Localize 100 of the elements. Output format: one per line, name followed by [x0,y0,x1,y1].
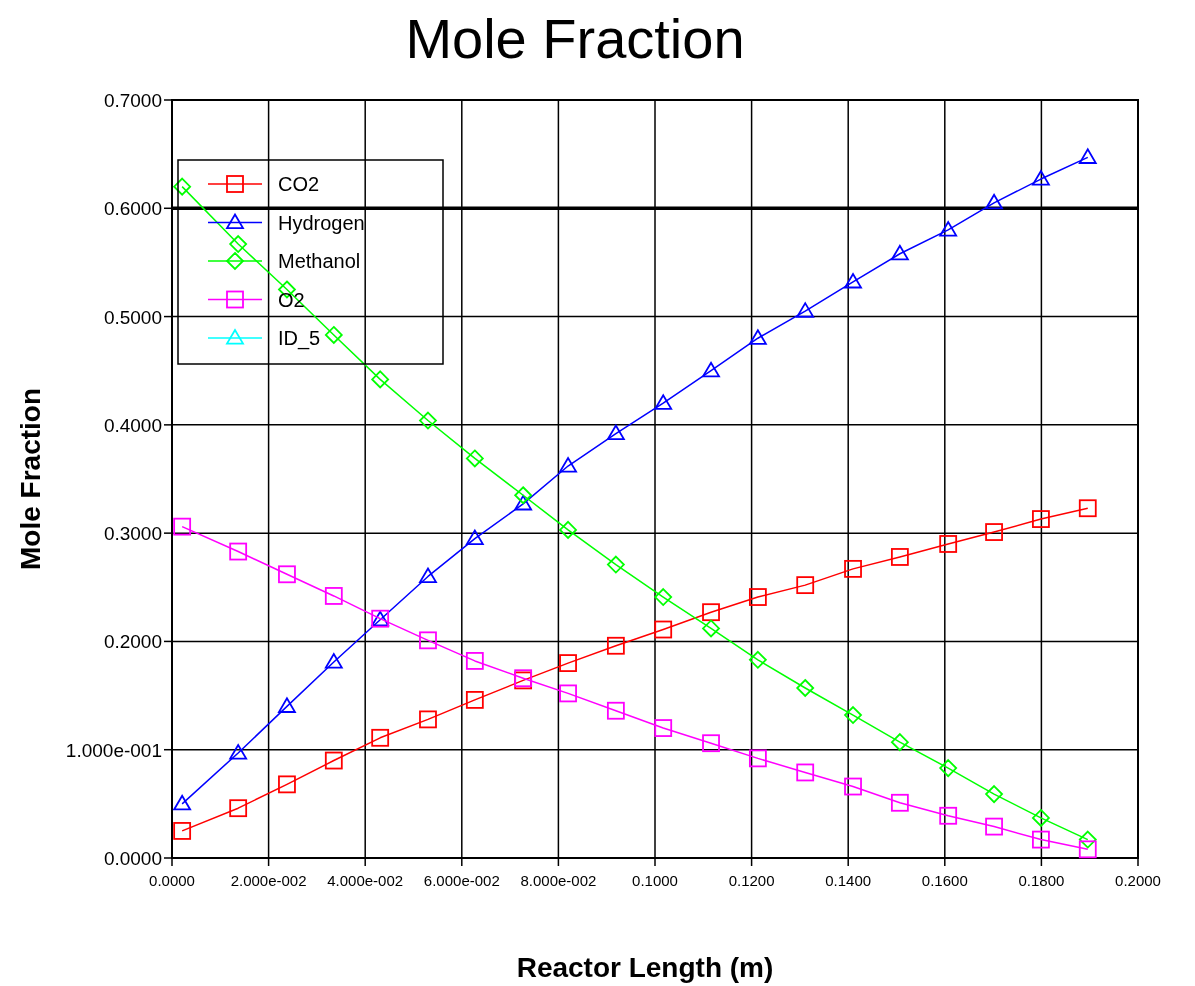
x-tick-label: 0.1800 [1018,872,1065,889]
point [796,302,815,318]
x-tick-label: 0.1200 [728,872,775,889]
point [939,759,958,778]
point [229,235,248,253]
point [844,706,862,724]
point [419,631,437,650]
legend-label: CO2 [278,173,320,195]
point [796,763,815,782]
point [1032,809,1050,827]
point [419,567,437,583]
point [702,361,720,378]
point [844,777,862,796]
point [985,817,1003,836]
point [606,701,625,720]
point [606,424,625,441]
legend-label: Methanol [278,250,361,272]
point [796,679,815,697]
y-tick-label: 0.7000 [103,90,162,111]
point [371,728,390,747]
legend-label: ID_5 [278,327,321,350]
point [890,244,909,261]
point [324,326,343,344]
point [229,542,248,561]
chart-title: Mole Fraction [405,7,745,70]
x-tick-label: 0.1400 [825,872,872,889]
point [702,619,720,638]
point [606,555,625,574]
point [324,587,343,605]
y-tick-label: 0.2000 [103,631,162,653]
point [419,411,437,430]
x-tick-label: 0.1000 [632,872,678,889]
point [654,394,673,410]
point [654,719,673,737]
point [559,457,577,473]
point [985,785,1003,804]
point [1078,499,1097,518]
point [748,650,767,669]
point [559,654,577,672]
y-axis-title: Mole Fraction [15,387,46,571]
x-tick-label: 4.000e-002 [327,872,404,889]
point [939,535,958,553]
point [559,684,577,703]
point [419,710,437,729]
point [278,565,296,584]
point [278,697,296,713]
y-tick-label: 0.3000 [103,523,162,545]
x-tick-label: 0.0000 [149,872,195,889]
point [514,495,533,511]
point [702,734,720,753]
point [1078,148,1097,164]
point [748,329,767,345]
point [173,794,192,811]
point [465,652,484,670]
point [1032,830,1050,849]
point [229,799,248,818]
legend-label: Hydrogen [278,211,365,234]
point [229,744,248,760]
x-tick-label: 0.2000 [1115,872,1161,889]
point [278,775,296,794]
x-tick-label: 2.000e-002 [230,872,307,889]
point [985,523,1003,541]
point [890,548,909,566]
y-tick-label: 0.4000 [103,414,162,436]
point [606,636,625,655]
point [702,603,720,622]
point [844,273,862,289]
point [654,588,673,606]
point [654,620,673,639]
point [1078,840,1097,859]
point [465,449,484,468]
point [939,221,958,237]
point [324,653,343,669]
point [1078,830,1097,849]
x-axis-title: Reactor Length (m) [516,952,774,983]
point [939,806,958,825]
point [890,733,909,752]
y-tick-label: 0.5000 [103,306,162,328]
y-tick-label: 0.6000 [103,198,162,220]
point [748,749,767,768]
point [844,559,862,578]
point [371,370,390,389]
point [1032,510,1050,528]
point [559,520,577,539]
x-tick-label: 8.000e-002 [520,872,597,889]
point [985,193,1003,210]
x-tick-label: 6.000e-002 [423,872,500,889]
x-tick-label: 0.1600 [921,872,968,889]
y-tick-label: 1.000e-001 [65,739,162,761]
point [173,177,192,196]
point [173,517,192,536]
point [324,751,343,770]
point [465,691,484,709]
point [173,822,192,840]
point [796,576,815,595]
point [748,588,767,606]
point [465,529,484,546]
y-tick-label: 0.0000 [103,848,162,869]
point [514,486,533,505]
point [890,793,909,812]
